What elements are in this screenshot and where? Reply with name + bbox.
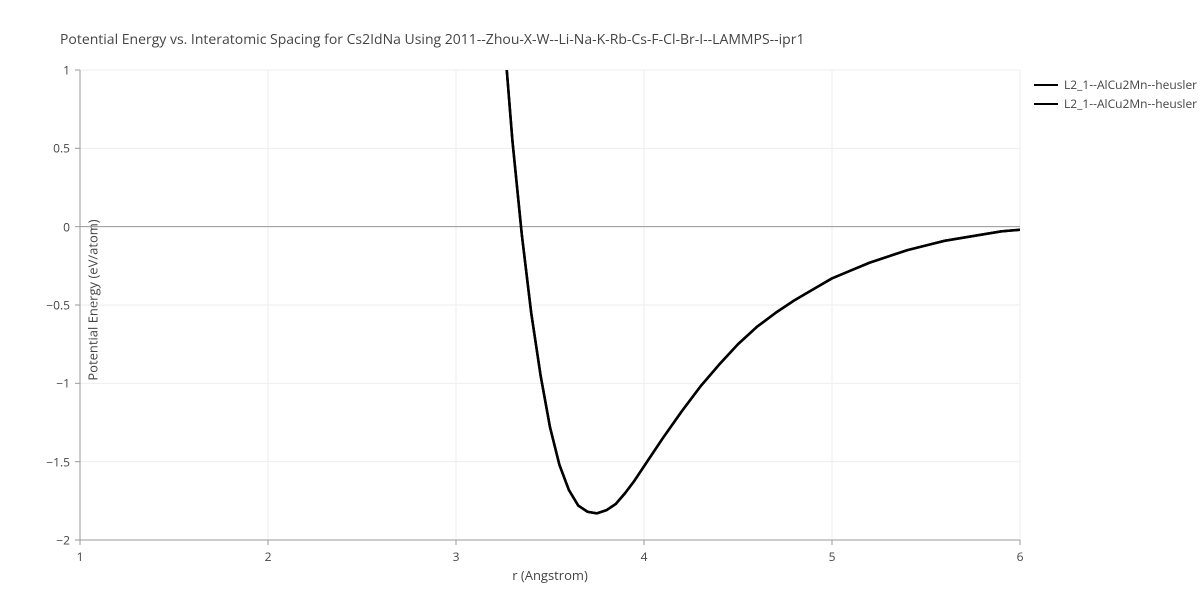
legend-label: L2_1--AlCu2Mn--heusler [1064, 76, 1197, 93]
y-tick-label: −0.5 [46, 297, 70, 314]
x-axis-label: r (Angstrom) [512, 566, 588, 584]
legend-item: L2_1--AlCu2Mn--heusler [1034, 95, 1197, 112]
y-tick-label: −1.5 [46, 453, 70, 470]
legend-item: L2_1--AlCu2Mn--heusler [1034, 76, 1197, 93]
x-tick-label: 4 [641, 548, 648, 565]
chart-container: Potential Energy vs. Interatomic Spacing… [0, 0, 1200, 600]
legend: L2_1--AlCu2Mn--heusler L2_1--AlCu2Mn--heu… [1034, 76, 1197, 114]
series-line-1 [507, 70, 1020, 513]
chart-title: Potential Energy vs. Interatomic Spacing… [60, 30, 804, 49]
x-tick-label: 1 [77, 548, 84, 565]
y-tick-label: 0 [63, 218, 70, 235]
x-tick-label: 3 [453, 548, 460, 565]
x-tick-label: 2 [265, 548, 272, 565]
legend-swatch [1034, 84, 1058, 86]
plot-area [80, 70, 1020, 540]
x-tick-label: 5 [829, 548, 836, 565]
y-tick-label: −2 [56, 532, 70, 549]
y-tick-label: −1 [56, 375, 70, 392]
y-tick-label: 1 [63, 62, 70, 79]
series-line-0 [507, 70, 1020, 513]
legend-label: L2_1--AlCu2Mn--heusler [1064, 95, 1197, 112]
y-tick-label: 0.5 [53, 140, 70, 157]
legend-swatch [1034, 103, 1058, 105]
x-tick-label: 6 [1017, 548, 1024, 565]
